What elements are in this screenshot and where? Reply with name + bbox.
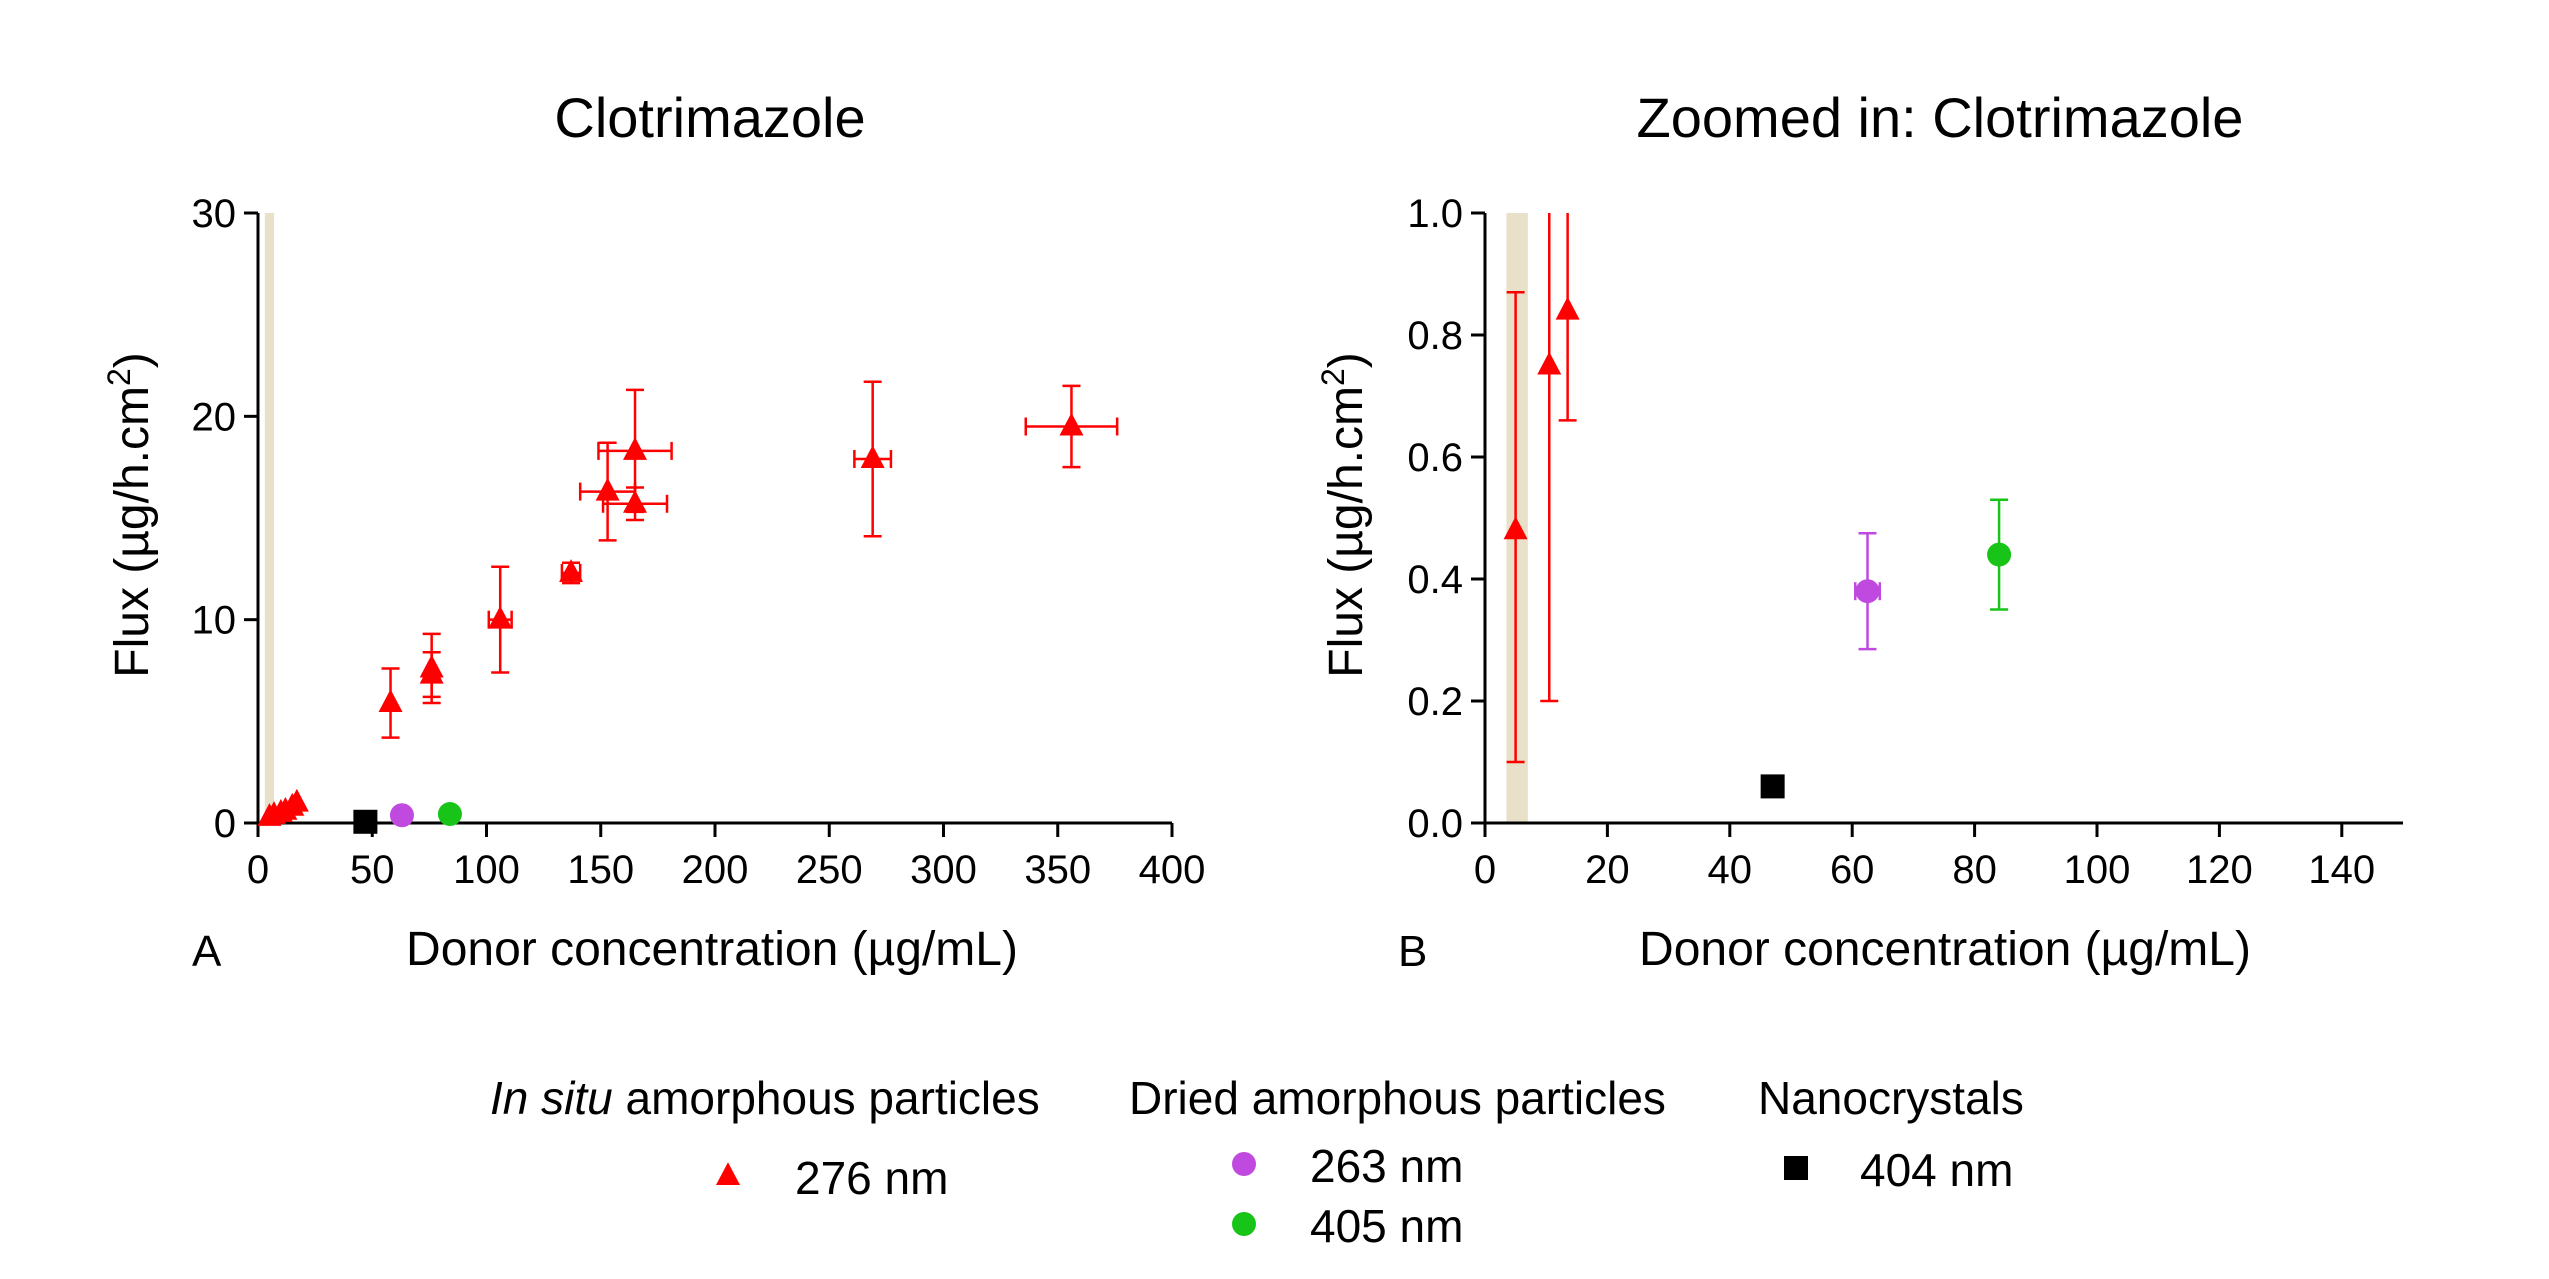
panel-a-letter: A xyxy=(192,927,222,976)
panel-b-x-tick-label: 140 xyxy=(2308,848,2375,892)
legend-title-in-situ: In situ amorphous particles xyxy=(490,1072,1040,1124)
panel-a-title: Clotrimazole xyxy=(554,86,865,149)
panel-a-in_situ-point xyxy=(378,689,403,713)
panel-b-y-tick-label: 0.0 xyxy=(1407,802,1463,846)
legend-label-405nm: 405 nm xyxy=(1310,1200,1463,1252)
panel-a-in_situ-point xyxy=(559,559,584,582)
panel-b-in_situ-point xyxy=(1537,351,1562,375)
panel-b-ylabel: Flux (µg/h.cm2) xyxy=(1315,352,1373,677)
panel-a-in_situ-point xyxy=(860,445,885,469)
panel-a-x-tick-label: 50 xyxy=(350,848,395,892)
panel-b-x-tick-label: 0 xyxy=(1474,848,1496,892)
legend-title-dried: Dried amorphous particles xyxy=(1129,1072,1666,1124)
panel-a-x-tick-label: 100 xyxy=(453,848,520,892)
panel-b-title: Zoomed in: Clotrimazole xyxy=(1637,86,2244,149)
panel-a-x-tick-label: 300 xyxy=(910,848,977,892)
panel-a-y-tick-label: 0 xyxy=(214,802,236,846)
legend-marker-nanocrystal xyxy=(1784,1156,1808,1180)
panel-b-dried_405-point xyxy=(1987,542,2012,567)
panel-b-y-tick-label: 0.2 xyxy=(1407,680,1463,724)
legend-title-nanocrystals: Nanocrystals xyxy=(1758,1072,2024,1124)
panel-b-xlabel: Donor concentration (µg/mL) xyxy=(1639,923,2251,976)
panel-a-x-tick-label: 150 xyxy=(567,848,634,892)
panel-a-y-tick-label: 10 xyxy=(192,599,237,643)
panel-a-in_situ-point xyxy=(1059,412,1084,436)
panel-b-shaded-band xyxy=(1506,213,1528,823)
panel-a-in_situ-point xyxy=(284,788,309,812)
panel-a-in_situ-point xyxy=(623,437,648,460)
panel-b-ylabel-end: ) xyxy=(1320,352,1373,368)
panel-a-ylabel-end: ) xyxy=(106,352,159,368)
panel-b-x-tick-label: 80 xyxy=(1952,848,1997,892)
panel-a-dried_263-point xyxy=(389,803,414,828)
panel-b-x-tick-label: 100 xyxy=(2064,848,2131,892)
legend-label-263nm: 263 nm xyxy=(1310,1140,1463,1192)
panel-b-ylabel-main: Flux (µg/h.cm xyxy=(1320,386,1373,678)
panel-a-x-tick-label: 200 xyxy=(682,848,749,892)
panel-a-x-tick-label: 350 xyxy=(1024,848,1091,892)
panel-b-in_situ-point xyxy=(1503,516,1528,540)
panel-b-nanocrystal-point xyxy=(1760,774,1785,799)
panel-b-x-tick-label: 40 xyxy=(1708,848,1753,892)
panel-b-y-tick-label: 1.0 xyxy=(1407,192,1463,236)
panel-a-xlabel: Donor concentration (µg/mL) xyxy=(406,923,1018,976)
panel-a-nanocrystal-point xyxy=(353,809,378,834)
panel-a-data xyxy=(257,380,1119,834)
panel-a-in_situ-point xyxy=(488,605,513,629)
panel-a-x-tick-label: 400 xyxy=(1139,848,1206,892)
panel-b-y-tick-label: 0.4 xyxy=(1407,558,1463,602)
panel-b-y-tick-label: 0.6 xyxy=(1407,436,1463,480)
legend-marker-dried_405 xyxy=(1232,1212,1256,1236)
panel-b-letter: B xyxy=(1398,927,1427,976)
panel-a-x-tick-label: 250 xyxy=(796,848,863,892)
panel-a-ylabel-sup: 2 xyxy=(101,368,137,386)
panel-a-y-tick-label: 20 xyxy=(192,395,237,439)
panel-b-ylabel-sup: 2 xyxy=(1315,368,1351,386)
panel-b: Zoomed in: Clotrimazole B Donor concentr… xyxy=(1315,86,2403,976)
panel-a-shaded-band xyxy=(264,213,274,823)
panel-b-in_situ-point xyxy=(1555,296,1580,320)
panel-b-x-tick-label: 20 xyxy=(1585,848,1630,892)
panel-a-ylabel-main: Flux (µg/h.cm xyxy=(106,386,159,678)
legend-label-276nm: 276 nm xyxy=(795,1152,948,1204)
panel-b-data xyxy=(1503,213,2012,799)
panel-b-dried_263-point xyxy=(1855,579,1880,604)
panel-a: Clotrimazole A Donor concentration (µg/m… xyxy=(101,86,1205,976)
panel-a-in_situ-point xyxy=(595,477,620,501)
panel-b-x-tick-label: 60 xyxy=(1830,848,1875,892)
panel-b-x-tick-label: 120 xyxy=(2186,848,2253,892)
legend: In situ amorphous particles Dried amorph… xyxy=(490,1072,2024,1252)
legend-title-in-situ-rest: amorphous particles xyxy=(613,1072,1040,1124)
panel-a-ylabel: Flux (µg/h.cm2) xyxy=(101,352,159,677)
panel-a-dried_405-point xyxy=(437,802,462,827)
panel-a-in_situ-point xyxy=(419,660,444,684)
legend-marker-in_situ xyxy=(716,1162,740,1185)
panel-b-y-tick-label: 0.8 xyxy=(1407,314,1463,358)
legend-label-404nm: 404 nm xyxy=(1860,1144,2013,1196)
panel-a-x-tick-label: 0 xyxy=(247,848,269,892)
panel-a-y-tick-label: 30 xyxy=(192,192,237,236)
legend-title-in-situ-italic: In situ xyxy=(490,1072,613,1124)
legend-marker-dried_263 xyxy=(1232,1152,1256,1176)
